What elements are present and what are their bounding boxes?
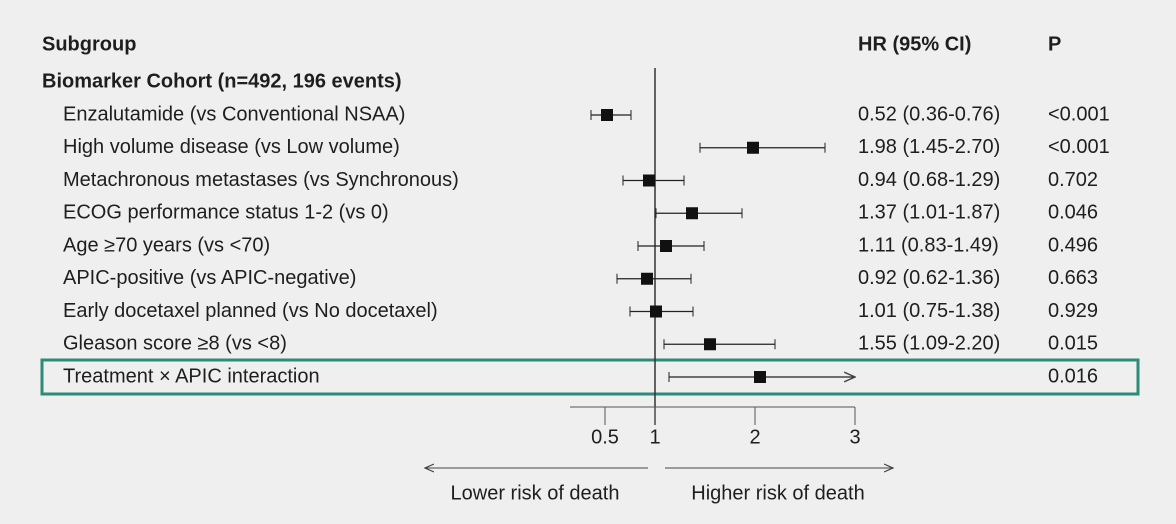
hr-marker xyxy=(643,174,655,187)
row-label: ECOG performance status 1-2 (vs 0) xyxy=(63,202,389,224)
p-label: 0.496 xyxy=(1048,234,1098,256)
row-label: Enzalutamide (vs Conventional NSAA) xyxy=(63,103,405,125)
hr-label: 1.98 (1.45-2.70) xyxy=(858,136,1000,158)
hr-label: 1.37 (1.01-1.87) xyxy=(858,202,1000,224)
row-label: Gleason score ≥8 (vs <8) xyxy=(63,333,287,355)
right-label: Higher risk of death xyxy=(691,482,864,504)
hr-marker xyxy=(641,272,653,285)
subgroup-header: Subgroup xyxy=(42,33,136,55)
hr-marker xyxy=(754,371,766,383)
highlight-box xyxy=(40,358,1140,396)
hr-label: 0.94 (0.68-1.29) xyxy=(858,169,1000,191)
hr-label: 0.52 (0.36-0.76) xyxy=(858,103,1000,125)
hr-marker xyxy=(747,141,759,154)
hr-marker xyxy=(704,338,716,351)
row-label: Metachronous metastases (vs Synchronous) xyxy=(63,169,459,191)
hr-marker xyxy=(660,240,672,252)
p-label: 0.702 xyxy=(1048,169,1098,191)
row-label: Age ≥70 years (vs <70) xyxy=(63,234,270,256)
row-label: APIC-positive (vs APIC-negative) xyxy=(63,267,356,289)
hr-marker xyxy=(650,305,662,318)
p-label: <0.001 xyxy=(1048,136,1110,158)
group-label: Biomarker Cohort (n=492, 196 events) xyxy=(42,70,402,92)
row-label: Treatment × APIC interaction xyxy=(63,365,320,387)
x-tick-label: 3 xyxy=(849,426,860,448)
hr-label: 1.01 (0.75-1.38) xyxy=(858,300,1000,322)
row-label: High volume disease (vs Low volume) xyxy=(63,136,400,158)
p-label: 0.046 xyxy=(1048,202,1098,224)
hr-label: 1.11 (0.83-1.49) xyxy=(858,234,999,256)
p-label: 0.016 xyxy=(1048,365,1098,387)
p-header: P xyxy=(1048,33,1061,55)
p-label: <0.001 xyxy=(1048,103,1110,125)
x-tick-label: 1 xyxy=(649,426,660,448)
hr-marker xyxy=(686,207,698,220)
hr-header: HR (95% CI) xyxy=(858,33,971,55)
p-label: 0.015 xyxy=(1048,333,1098,355)
hr-marker xyxy=(601,109,613,121)
row-label: Early docetaxel planned (vs No docetaxel… xyxy=(63,300,438,322)
p-label: 0.663 xyxy=(1048,267,1098,289)
left-label: Lower risk of death xyxy=(451,482,620,504)
p-label: 0.929 xyxy=(1048,300,1098,322)
x-tick-label: 2 xyxy=(749,426,760,448)
x-tick-label: 0.5 xyxy=(591,426,619,448)
hr-label: 0.92 (0.62-1.36) xyxy=(858,267,1000,289)
hr-label: 1.55 (1.09-2.20) xyxy=(858,333,1000,355)
